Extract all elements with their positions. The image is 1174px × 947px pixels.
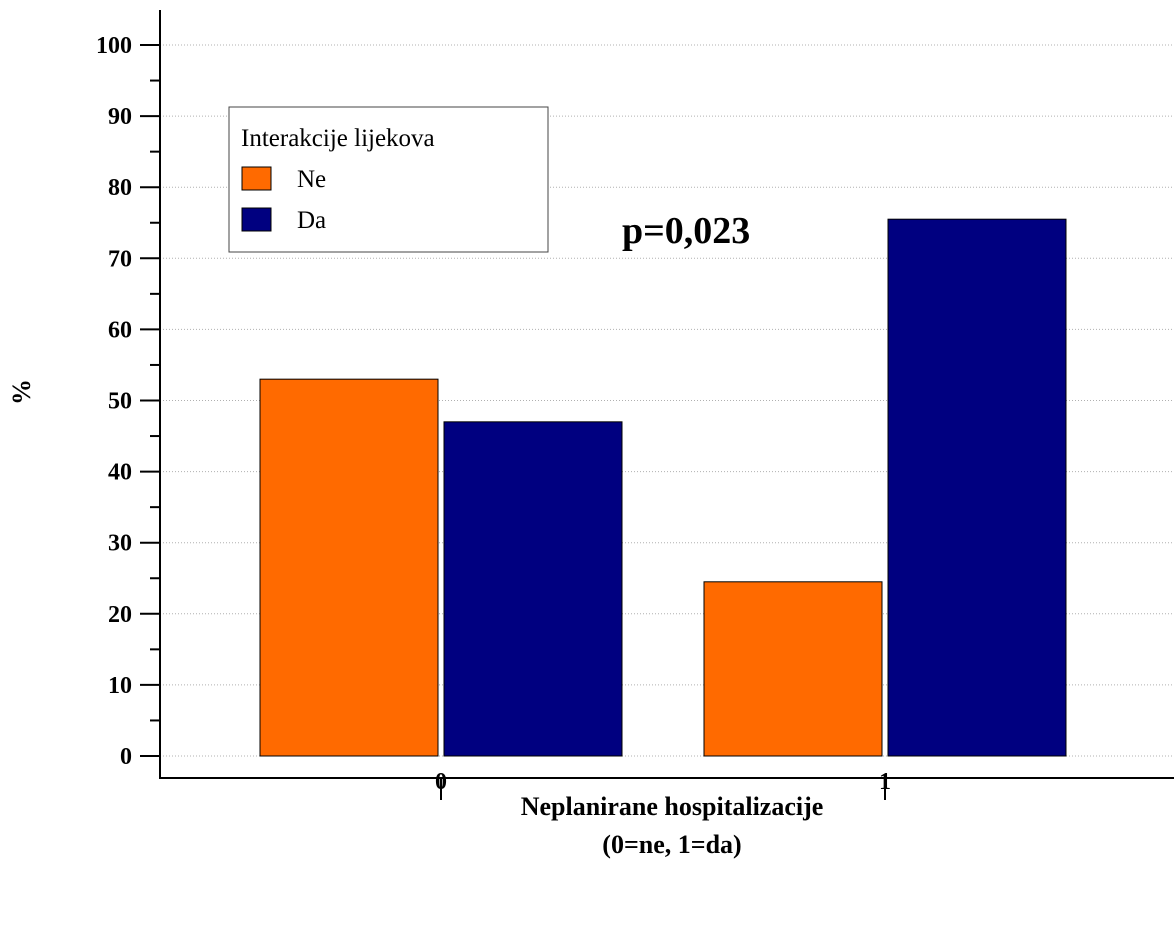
y-tick-label: 70 <box>108 246 132 272</box>
y-tick-label: 90 <box>108 104 132 130</box>
y-tick-label: 40 <box>108 460 132 486</box>
y-tick-label: 50 <box>108 389 132 415</box>
bar-ne-0 <box>259 378 439 757</box>
bar-da-1 <box>887 218 1067 757</box>
x-axis-title: Neplanirane hospitalizacije <box>521 792 824 821</box>
p-value-annotation: p=0,023 <box>622 210 750 252</box>
legend-label-da: Da <box>297 207 326 234</box>
x-tick-label: 0 <box>435 769 447 795</box>
legend-title: Interakcije lijekova <box>241 125 435 152</box>
bar-ne-1 <box>703 581 883 757</box>
y-tick-label: 60 <box>108 317 132 343</box>
legend-box <box>228 106 549 253</box>
bars <box>259 218 1067 757</box>
legend-swatch-da <box>241 207 272 232</box>
y-ticks: 0 10 20 30 40 50 60 70 80 90 100 <box>96 33 160 770</box>
y-axis-title: % <box>7 379 36 405</box>
legend-label-ne: Ne <box>297 166 326 193</box>
y-tick-label: 10 <box>108 673 132 699</box>
bar-da-0 <box>443 421 623 757</box>
y-tick-label: 100 <box>96 33 132 59</box>
y-tick-label: 20 <box>108 602 132 628</box>
x-tick-label: 1 <box>879 769 891 795</box>
y-tick-label: 80 <box>108 175 132 201</box>
y-tick-label: 30 <box>108 531 132 557</box>
legend: Interakcije lijekova Ne Da <box>228 106 549 253</box>
x-axis-title-line2: (0=ne, 1=da) <box>602 830 741 859</box>
legend-swatch-ne <box>241 166 272 191</box>
y-tick-label: 0 <box>120 744 132 770</box>
